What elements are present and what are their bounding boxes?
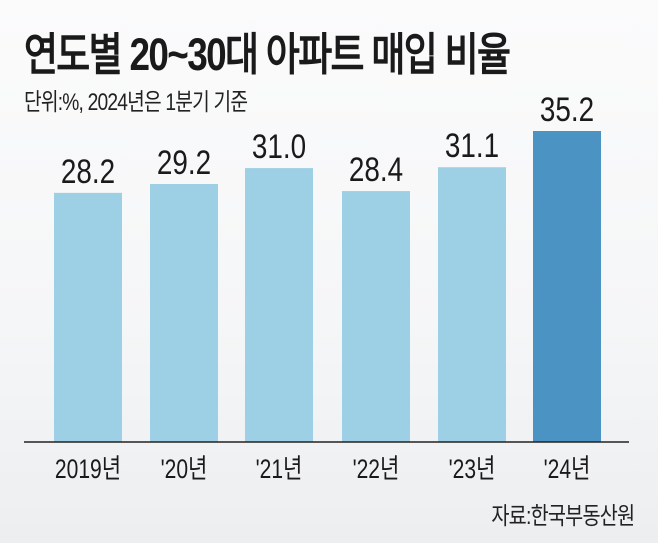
value-label-0: 28.2 (61, 152, 115, 190)
bar-4 (438, 167, 506, 442)
x-tick-label-1: '20년 (161, 455, 208, 485)
value-label-5: 35.2 (540, 90, 594, 128)
x-tick-label-2: '21년 (256, 455, 303, 485)
bar-3 (342, 191, 410, 442)
bar-1 (150, 184, 218, 443)
chart-title: 연도별 20~30대 아파트 매입 비율 (24, 29, 511, 80)
x-tick-label-5: '24년 (544, 455, 591, 485)
value-label-2: 31.0 (252, 127, 306, 165)
bar-0 (54, 192, 122, 442)
chart-subtitle: 단위:%, 2024년은 1분기 기준 (24, 89, 248, 116)
bar-2 (245, 168, 313, 442)
x-tick-label-4: '23년 (449, 455, 496, 485)
source-note: 자료:한국부동산원 (491, 503, 635, 530)
value-label-3: 28.4 (349, 150, 403, 188)
value-label-4: 31.1 (445, 127, 499, 165)
value-label-1: 29.2 (157, 143, 211, 181)
x-tick-label-0: 2019년 (55, 455, 121, 485)
bar-5 (533, 131, 601, 442)
x-tick-label-3: '22년 (353, 455, 400, 485)
